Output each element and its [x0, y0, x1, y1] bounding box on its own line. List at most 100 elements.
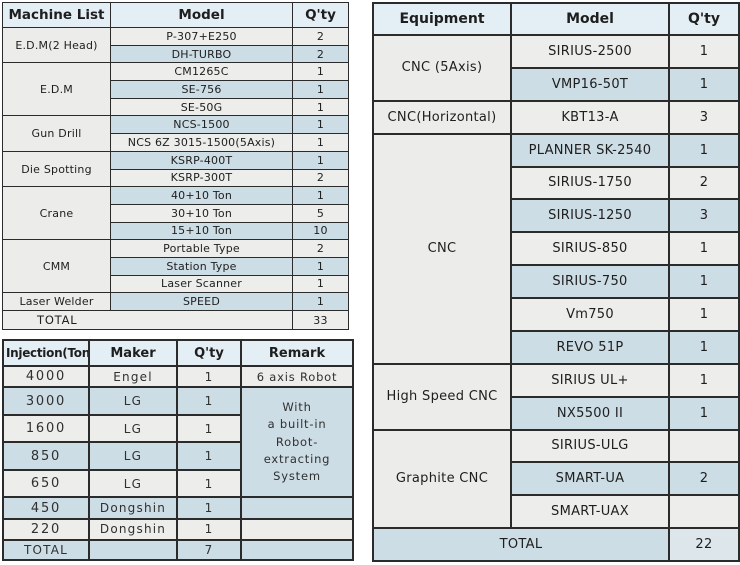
qty-cell: 1	[292, 80, 349, 99]
table-row: Crane 40+10 Ton 1	[2, 186, 349, 241]
model-cell: SIRIUS-1250	[510, 198, 670, 234]
table-row: Laser Welder SPEED 1	[2, 292, 349, 311]
qty-cell: 2	[668, 165, 740, 201]
header-model: Model	[110, 2, 293, 28]
qty-cell	[668, 494, 740, 530]
machine-header-row: Machine List Model Q'ty	[2, 2, 349, 28]
group-cell-die-spotting: Die Spotting	[2, 150, 111, 188]
total-qty-cell: 7	[176, 538, 242, 562]
qty-cell: 2	[292, 44, 349, 64]
model-cell: VMP16-50T	[510, 66, 670, 102]
qty-cell: 1	[668, 132, 740, 168]
table-row: REVO 51P 1	[373, 329, 740, 365]
table-row: E.D.M(2 Head) P-307+E250 2	[2, 26, 349, 64]
qty-cell: 2	[292, 27, 349, 46]
qty-cell: 1	[292, 274, 349, 294]
table-row: Vm750 1	[373, 297, 740, 332]
qty-cell: 1	[176, 386, 242, 416]
table-row: KSRP-300T 2	[3, 168, 349, 188]
table-row: Laser Scanner 1	[3, 274, 349, 294]
model-cell: NCS 6Z 3015-1500(5Axis)	[110, 133, 293, 152]
total-qty-cell: 22	[668, 527, 740, 562]
model-cell: KBT13-A	[510, 99, 670, 135]
table-row: VMP16-50T 1	[373, 66, 740, 102]
table-row: 15+10 Ton 10	[3, 221, 349, 241]
qty-cell: 1	[292, 62, 349, 82]
table-row: Graphite CNC SIRIUS-ULG	[372, 428, 740, 530]
table-row: CMM Portable Type 2	[2, 239, 349, 294]
table-row: Station Type 1	[3, 256, 349, 276]
model-cell: P-307+E250	[110, 27, 293, 46]
injection-table: Injection(Ton) Maker Q'ty Remark 4000 En…	[2, 339, 354, 562]
table-row: SIRIUS-1750 2	[373, 165, 740, 201]
qty-cell: 1	[176, 517, 242, 541]
table-row: SIRIUS-750 1	[373, 264, 740, 299]
model-cell: SIRIUS-2500	[510, 34, 670, 69]
model-cell: SE-50G	[110, 97, 293, 117]
remark-cell	[240, 517, 354, 541]
equipment-header-row: Equipment Model Q'ty	[372, 2, 740, 36]
header-injection-ton: Injection(Ton)	[2, 339, 90, 367]
group-cell-gun-drill: Gun Drill	[2, 115, 111, 152]
table-row: 3000 LG 1 With a built-in Robot- extract…	[2, 386, 354, 499]
header-qty: Q'ty	[176, 339, 242, 367]
qty-cell: 1	[668, 66, 740, 102]
table-row: NCS 6Z 3015-1500(5Axis) 1	[3, 133, 349, 152]
model-cell: SPEED	[110, 292, 293, 311]
qty-cell: 1	[292, 292, 349, 311]
header-model: Model	[510, 2, 670, 36]
table-row: SMART-UAX	[373, 494, 740, 530]
total-qty-cell: 33	[292, 310, 349, 330]
ton-cell: 1600	[2, 413, 90, 444]
group-cell-cnc-5axis: CNC (5Axis)	[372, 34, 512, 102]
table-row: 850 LG 1	[2, 441, 353, 471]
qty-cell: 1	[668, 297, 740, 332]
qty-cell: 1	[668, 395, 740, 431]
model-cell: SIRIUS-ULG	[510, 428, 670, 464]
model-cell: Vm750	[510, 297, 670, 332]
ton-cell: 220	[2, 517, 90, 541]
maker-cell: LG	[88, 441, 178, 471]
table-row: NX5500 II 1	[373, 395, 740, 431]
header-equipment: Equipment	[372, 2, 512, 36]
qty-cell: 2	[668, 461, 740, 497]
ton-cell: 850	[2, 441, 90, 471]
model-cell: NX5500 II	[510, 395, 670, 431]
table-row: SIRIUS-850 1	[373, 231, 740, 267]
qty-cell: 3	[668, 198, 740, 234]
maker-cell: Dongshin	[88, 517, 178, 541]
group-cell-high-speed-cnc: High Speed CNC	[372, 362, 512, 431]
qty-cell	[668, 428, 740, 464]
group-cell-cnc-horizontal: CNC(Horizontal)	[372, 99, 512, 135]
table-row: 1600 LG 1	[2, 413, 353, 444]
qty-cell: 1	[176, 441, 242, 471]
qty-cell: 1	[292, 186, 349, 205]
total-label-cell: TOTAL	[2, 310, 293, 330]
model-cell: SMART-UA	[510, 461, 670, 497]
equipment-table: Equipment Model Q'ty CNC (5Axis) SIRIUS-…	[372, 2, 740, 562]
group-cell-cmm: CMM	[2, 239, 111, 294]
header-maker: Maker	[88, 339, 178, 367]
qty-cell: 1	[668, 34, 740, 69]
model-cell: 40+10 Ton	[110, 186, 293, 205]
model-cell: Portable Type	[110, 239, 293, 258]
group-cell-graphite-cnc: Graphite CNC	[372, 428, 512, 530]
total-maker-cell	[88, 538, 178, 562]
group-cell-laser-welder: Laser Welder	[2, 292, 111, 311]
table-row: 4000 Engel 1 6 axis Robot	[2, 364, 354, 389]
model-cell: SIRIUS UL+	[510, 362, 670, 398]
group-cell-edm-2head: E.D.M(2 Head)	[2, 26, 111, 64]
model-cell: Laser Scanner	[110, 274, 293, 294]
group-cell-edm: E.D.M	[2, 62, 111, 117]
header-machine-list: Machine List	[2, 2, 111, 28]
total-row: TOTAL 22	[372, 527, 740, 562]
model-cell: KSRP-400T	[110, 150, 293, 170]
total-row: TOTAL 7	[2, 538, 354, 562]
table-row: SMART-UA 2	[373, 461, 740, 497]
maker-cell: Dongshin	[88, 496, 178, 520]
model-cell: SMART-UAX	[510, 494, 670, 530]
model-cell: SIRIUS-750	[510, 264, 670, 299]
ton-cell: 650	[2, 468, 90, 499]
ton-cell: 3000	[2, 386, 90, 416]
